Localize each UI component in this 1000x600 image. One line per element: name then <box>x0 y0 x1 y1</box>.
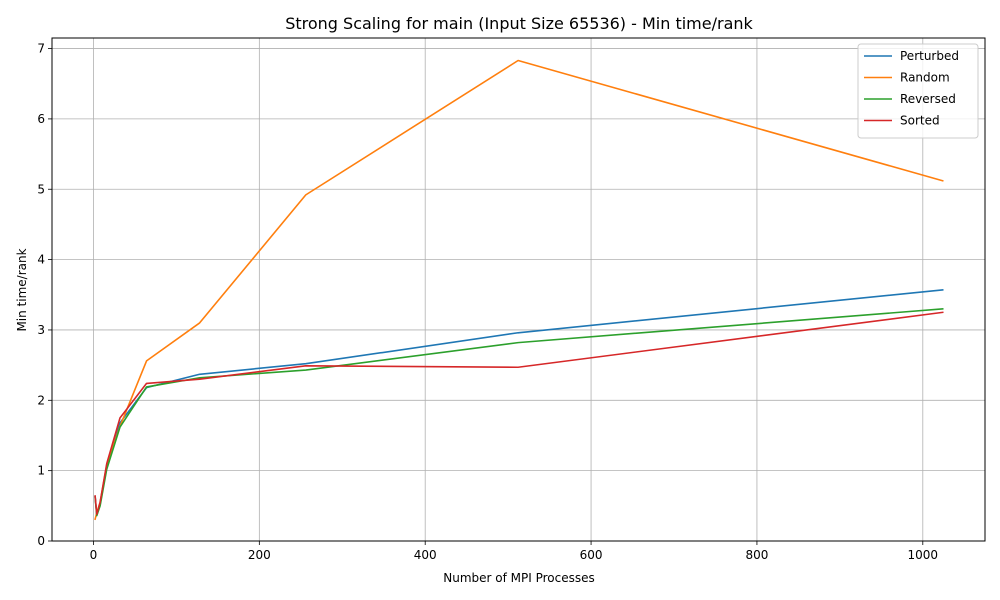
legend-box <box>857 43 979 139</box>
series-line-reversed <box>94 307 944 517</box>
x-tick-label: 0 <box>90 548 98 562</box>
x-tick-label: 400 <box>414 548 437 562</box>
x-tick-label: 800 <box>745 548 768 562</box>
legend-label-perturbed: Perturbed <box>900 49 959 63</box>
axis-ticks: 0 200 400 600 800 1000 0 1 2 3 4 5 6 7 <box>37 42 938 562</box>
y-tick-label: 5 <box>37 182 45 196</box>
y-tick-label: 2 <box>37 393 45 407</box>
grid-lines <box>52 38 985 542</box>
y-tick-label: 0 <box>37 534 45 548</box>
x-tick-label: 1000 <box>908 548 939 562</box>
series-line-random <box>94 59 944 521</box>
y-tick-label: 6 <box>37 112 45 126</box>
series-line-sorted <box>94 311 944 516</box>
y-tick-label: 3 <box>37 323 45 337</box>
plot-frame <box>51 37 986 542</box>
x-tick-label: 200 <box>248 548 271 562</box>
legend-label-sorted: Sorted <box>900 114 940 128</box>
x-axis-label: Number of MPI Processes <box>443 571 595 585</box>
y-tick-label: 1 <box>37 464 45 478</box>
series-lines <box>94 59 944 521</box>
series-line-perturbed <box>94 288 944 516</box>
legend-label-random: Random <box>900 71 950 85</box>
chart-title: Strong Scaling for main (Input Size 6553… <box>285 14 753 33</box>
y-axis-label: Min time/rank <box>15 248 29 331</box>
y-tick-label: 4 <box>37 253 45 267</box>
x-tick-label: 600 <box>580 548 603 562</box>
y-tick-label: 7 <box>37 42 45 56</box>
legend-label-reversed: Reversed <box>900 92 956 106</box>
legend: Perturbed Random Reversed Sorted <box>857 43 979 139</box>
